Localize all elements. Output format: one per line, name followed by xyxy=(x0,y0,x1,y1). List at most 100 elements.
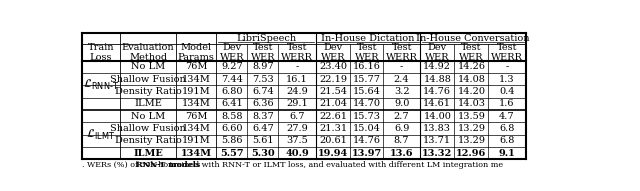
Text: 14.76: 14.76 xyxy=(353,136,381,145)
Text: 37.5: 37.5 xyxy=(286,136,308,145)
Text: Test
WERR: Test WERR xyxy=(491,43,523,62)
Text: 5.61: 5.61 xyxy=(252,136,274,145)
Text: 2.4: 2.4 xyxy=(394,75,410,84)
Text: In-House Dictation: In-House Dictation xyxy=(321,34,415,43)
Text: 1.6: 1.6 xyxy=(499,99,515,108)
Text: 7.53: 7.53 xyxy=(252,75,274,84)
Text: 14.08: 14.08 xyxy=(458,75,485,84)
Text: Dev
WER: Dev WER xyxy=(425,43,449,62)
Text: 16.16: 16.16 xyxy=(353,62,381,71)
Text: Density Ratio: Density Ratio xyxy=(115,136,182,145)
Text: Density Ratio: Density Ratio xyxy=(115,87,182,96)
Text: 5.57: 5.57 xyxy=(220,149,244,158)
Text: 13.6: 13.6 xyxy=(390,149,413,158)
Text: Evaluation
Method: Evaluation Method xyxy=(122,43,175,62)
Text: Model
Params: Model Params xyxy=(178,43,214,62)
Text: 14.70: 14.70 xyxy=(353,99,381,108)
Text: 8.37: 8.37 xyxy=(252,112,274,121)
Text: 0.4: 0.4 xyxy=(499,87,515,96)
Text: 6.7: 6.7 xyxy=(289,112,305,121)
Text: -: - xyxy=(296,62,299,71)
Text: RNN-T models: RNN-T models xyxy=(136,161,200,169)
Text: 6.8: 6.8 xyxy=(499,124,515,133)
Text: Test
WER: Test WER xyxy=(459,43,484,62)
Text: 76M: 76M xyxy=(185,112,207,121)
Text: $\mathcal{L}_{\mathrm{RNN\text{-}T}}$: $\mathcal{L}_{\mathrm{RNN\text{-}T}}$ xyxy=(83,78,119,92)
Text: 27.9: 27.9 xyxy=(286,124,308,133)
Text: Test
WERR: Test WERR xyxy=(386,43,417,62)
Text: Test
WER: Test WER xyxy=(355,43,379,62)
Text: 12.96: 12.96 xyxy=(456,149,486,158)
Text: 191M: 191M xyxy=(182,136,211,145)
Text: Dev
WER: Dev WER xyxy=(220,43,244,62)
Text: 6.41: 6.41 xyxy=(221,99,243,108)
Text: $\mathcal{L}_{\mathrm{ILMT}}$: $\mathcal{L}_{\mathrm{ILMT}}$ xyxy=(86,128,116,142)
Text: 13.29: 13.29 xyxy=(458,124,485,133)
Text: 3.2: 3.2 xyxy=(394,87,410,96)
Text: LibriSpeech: LibriSpeech xyxy=(236,34,296,43)
Text: 14.92: 14.92 xyxy=(423,62,451,71)
Text: ILME: ILME xyxy=(133,149,163,158)
Text: 8.7: 8.7 xyxy=(394,136,410,145)
Text: 21.31: 21.31 xyxy=(319,124,347,133)
Text: 9.0: 9.0 xyxy=(394,99,410,108)
Text: 8.97: 8.97 xyxy=(252,62,274,71)
Text: 14.88: 14.88 xyxy=(423,75,451,84)
Text: 6.47: 6.47 xyxy=(252,124,274,133)
Text: 15.64: 15.64 xyxy=(353,87,381,96)
Text: 15.73: 15.73 xyxy=(353,112,381,121)
Text: 21.04: 21.04 xyxy=(319,99,347,108)
Text: 21.54: 21.54 xyxy=(319,87,347,96)
Text: No LM: No LM xyxy=(131,62,165,71)
Text: In-House Conversation: In-House Conversation xyxy=(416,34,530,43)
Text: Shallow Fusion: Shallow Fusion xyxy=(110,75,186,84)
Text: 6.36: 6.36 xyxy=(252,99,274,108)
Text: 14.03: 14.03 xyxy=(458,99,485,108)
Text: 22.61: 22.61 xyxy=(319,112,347,121)
Text: 2.7: 2.7 xyxy=(394,112,410,121)
Text: 8.58: 8.58 xyxy=(221,112,243,121)
Text: 15.77: 15.77 xyxy=(353,75,381,84)
Text: 134M: 134M xyxy=(182,75,211,84)
Text: 15.04: 15.04 xyxy=(353,124,381,133)
Text: No LM: No LM xyxy=(131,112,165,121)
Text: 14.61: 14.61 xyxy=(423,99,451,108)
Text: 9.27: 9.27 xyxy=(221,62,243,71)
Text: Shallow Fusion: Shallow Fusion xyxy=(110,124,186,133)
Text: 40.9: 40.9 xyxy=(285,149,309,158)
Text: 13.71: 13.71 xyxy=(423,136,451,145)
Text: 7.44: 7.44 xyxy=(221,75,243,84)
Text: 23.40: 23.40 xyxy=(319,62,347,71)
Text: 14.26: 14.26 xyxy=(458,62,485,71)
Text: 14.00: 14.00 xyxy=(423,112,451,121)
Text: -: - xyxy=(506,62,509,71)
Text: 6.80: 6.80 xyxy=(221,87,243,96)
Text: 20.61: 20.61 xyxy=(319,136,347,145)
Text: 191M: 191M xyxy=(182,87,211,96)
Text: 29.1: 29.1 xyxy=(286,99,308,108)
Text: 16.1: 16.1 xyxy=(286,75,308,84)
Text: trained with RNN-T or ILMT loss, and evaluated with different LM integration me: trained with RNN-T or ILMT loss, and eva… xyxy=(167,161,503,169)
Text: 22.19: 22.19 xyxy=(319,75,347,84)
Text: 6.60: 6.60 xyxy=(221,124,243,133)
Text: Dev
WER: Dev WER xyxy=(321,43,346,62)
Text: 6.9: 6.9 xyxy=(394,124,410,133)
Text: 4.7: 4.7 xyxy=(499,112,515,121)
Text: 134M: 134M xyxy=(182,99,211,108)
Text: Test
WERR: Test WERR xyxy=(281,43,313,62)
Text: 24.9: 24.9 xyxy=(286,87,308,96)
Text: 13.59: 13.59 xyxy=(458,112,485,121)
Text: 13.83: 13.83 xyxy=(423,124,451,133)
Text: ILME: ILME xyxy=(134,99,162,108)
Text: 5.86: 5.86 xyxy=(221,136,243,145)
Text: Test
WER: Test WER xyxy=(251,43,275,62)
Text: 14.76: 14.76 xyxy=(423,87,451,96)
Text: 9.1: 9.1 xyxy=(499,149,515,158)
Text: . WERs (%) of 30k-hour: . WERs (%) of 30k-hour xyxy=(81,161,179,169)
Text: 19.94: 19.94 xyxy=(318,149,348,158)
Text: 1.3: 1.3 xyxy=(499,75,515,84)
Text: -: - xyxy=(400,62,403,71)
Text: 13.32: 13.32 xyxy=(422,149,452,158)
Text: 6.8: 6.8 xyxy=(499,136,515,145)
Text: 13.97: 13.97 xyxy=(351,149,382,158)
